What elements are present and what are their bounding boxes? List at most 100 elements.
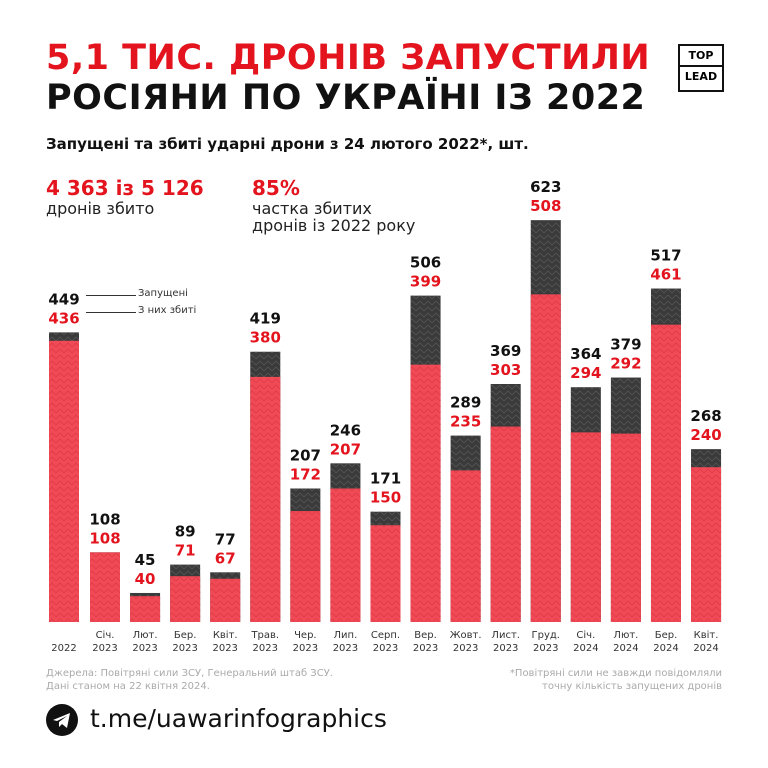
x-tick-year: 2024 <box>573 643 598 654</box>
label-shot-down: 40 <box>135 570 156 588</box>
x-tick-month: Квіт. <box>213 629 238 641</box>
x-tick-year: 2023 <box>253 643 278 654</box>
x-tick-year: 2023 <box>373 643 398 654</box>
label-shot-down: 436 <box>48 309 79 327</box>
x-tick-year: 2024 <box>653 643 678 654</box>
label-shot-down: 380 <box>250 329 281 347</box>
label-launched: 207 <box>290 446 321 464</box>
x-tick-year: 2023 <box>333 643 358 654</box>
bar-shot-down-texture <box>49 340 79 622</box>
x-tick-year: 2023 <box>212 643 237 654</box>
bar-shot-down-texture <box>610 433 641 622</box>
x-tick-month: Січ. <box>576 629 595 641</box>
x-tick-month: Січ. <box>96 629 115 641</box>
legend-shot-down: З них збиті <box>138 305 197 316</box>
label-launched: 268 <box>690 407 721 425</box>
bar-shot-down-texture <box>691 467 722 622</box>
stat-shot-value: 4 363 із 5 126 <box>46 176 204 200</box>
label-launched: 364 <box>570 345 601 363</box>
label-launched: 506 <box>410 254 441 272</box>
label-launched: 419 <box>250 310 281 328</box>
label-launched: 77 <box>215 530 236 548</box>
label-launched: 449 <box>48 290 79 308</box>
label-shot-down: 240 <box>690 426 721 444</box>
stat-share-label-2: дронів із 2022 року <box>252 216 416 235</box>
x-tick-year: 2024 <box>613 643 638 654</box>
label-shot-down: 150 <box>370 489 401 507</box>
x-tick-year: 2023 <box>453 643 478 654</box>
label-shot-down: 294 <box>570 364 601 382</box>
label-shot-down: 71 <box>175 542 196 560</box>
x-tick-month: Лист. <box>491 630 520 641</box>
subtitle: Запущені та збиті ударні дрони з 24 люто… <box>46 135 529 153</box>
note-line-1: *Повітряні сили не завжди повідомляли <box>509 668 722 679</box>
bar-shot-down-texture <box>290 511 321 622</box>
x-tick-year: 2022 <box>51 643 76 654</box>
x-tick-month: Чер. <box>294 630 317 641</box>
label-launched: 108 <box>89 510 120 528</box>
label-launched: 171 <box>370 470 401 488</box>
logo-top: TOP <box>680 46 722 67</box>
bar-shot-down-texture <box>370 525 401 622</box>
legend-line-shot <box>86 312 136 313</box>
telegram-link[interactable]: t.me/uawarinfographics <box>90 704 387 733</box>
x-tick-month: Груд. <box>532 630 560 641</box>
label-launched: 379 <box>610 336 641 354</box>
x-tick-year: 2023 <box>132 643 157 654</box>
source-line-1: Джерела: Повітряні сили ЗСУ, Генеральний… <box>46 668 333 679</box>
label-shot-down: 292 <box>610 355 641 373</box>
bar-shot-down-texture <box>250 376 281 622</box>
bar-shot-down-texture <box>650 324 681 622</box>
bar-shot-down-texture <box>210 578 241 622</box>
label-shot-down: 172 <box>290 465 321 483</box>
x-tick-year: 2023 <box>413 643 438 654</box>
label-launched: 289 <box>450 394 481 412</box>
bar-shot-down-texture <box>450 470 481 622</box>
label-launched: 623 <box>530 178 561 196</box>
logo-bottom: LEAD <box>684 70 718 83</box>
bar-shot-down-texture <box>130 596 161 622</box>
x-tick-year: 2023 <box>493 643 518 654</box>
bar-shot-down-texture <box>330 488 361 622</box>
title-line-1: 5,1 ТИС. ДРОНІВ ЗАПУСТИЛИ <box>46 38 651 78</box>
stat-shot-label: дронів збито <box>46 199 155 218</box>
label-launched: 45 <box>135 551 156 569</box>
telegram-icon <box>46 704 78 736</box>
bar-shot-down-texture <box>90 552 120 622</box>
source-line-2: Дані станом на 22 квітня 2024. <box>46 681 210 692</box>
bar-shot-down-texture <box>170 576 201 622</box>
label-launched: 369 <box>490 342 521 360</box>
title-line-2: РОСІЯНИ ПО УКРАЇНІ ІЗ 2022 <box>46 78 646 118</box>
bar-shot-down-texture <box>490 426 521 622</box>
x-tick-month: Бер. <box>174 630 197 641</box>
legend-launched: Запущені <box>138 288 188 299</box>
x-tick-month: Жовт. <box>450 630 482 641</box>
x-tick-month: Лют. <box>613 630 638 641</box>
x-tick-year: 2023 <box>533 643 558 654</box>
x-tick-year: 2024 <box>693 643 718 654</box>
label-shot-down: 207 <box>330 440 361 458</box>
x-tick-month: Лют. <box>133 630 158 641</box>
x-tick-year: 2023 <box>172 643 197 654</box>
x-tick-month: Бер. <box>655 630 678 641</box>
label-shot-down: 67 <box>215 549 236 567</box>
bar-shot-down-texture <box>570 432 601 622</box>
legend-line-launched <box>86 295 136 296</box>
bar-shot-down-texture <box>530 294 561 622</box>
label-shot-down: 235 <box>450 413 481 431</box>
x-tick-month: Трав. <box>250 630 279 641</box>
bar-shot-down-texture <box>410 364 441 622</box>
note-line-2: точну кількість запущених дронів <box>542 681 722 692</box>
label-shot-down: 399 <box>410 273 441 291</box>
x-tick-month: Лип. <box>334 630 358 641</box>
x-tick-year: 2023 <box>293 643 318 654</box>
label-launched: 517 <box>650 247 681 265</box>
label-shot-down: 461 <box>650 266 681 284</box>
label-shot-down: 108 <box>89 529 120 547</box>
label-launched: 246 <box>330 421 361 439</box>
logo: TOP LEAD <box>678 44 724 92</box>
label-shot-down: 303 <box>490 361 521 379</box>
stat-share-label-1: частка збитих <box>252 199 372 218</box>
